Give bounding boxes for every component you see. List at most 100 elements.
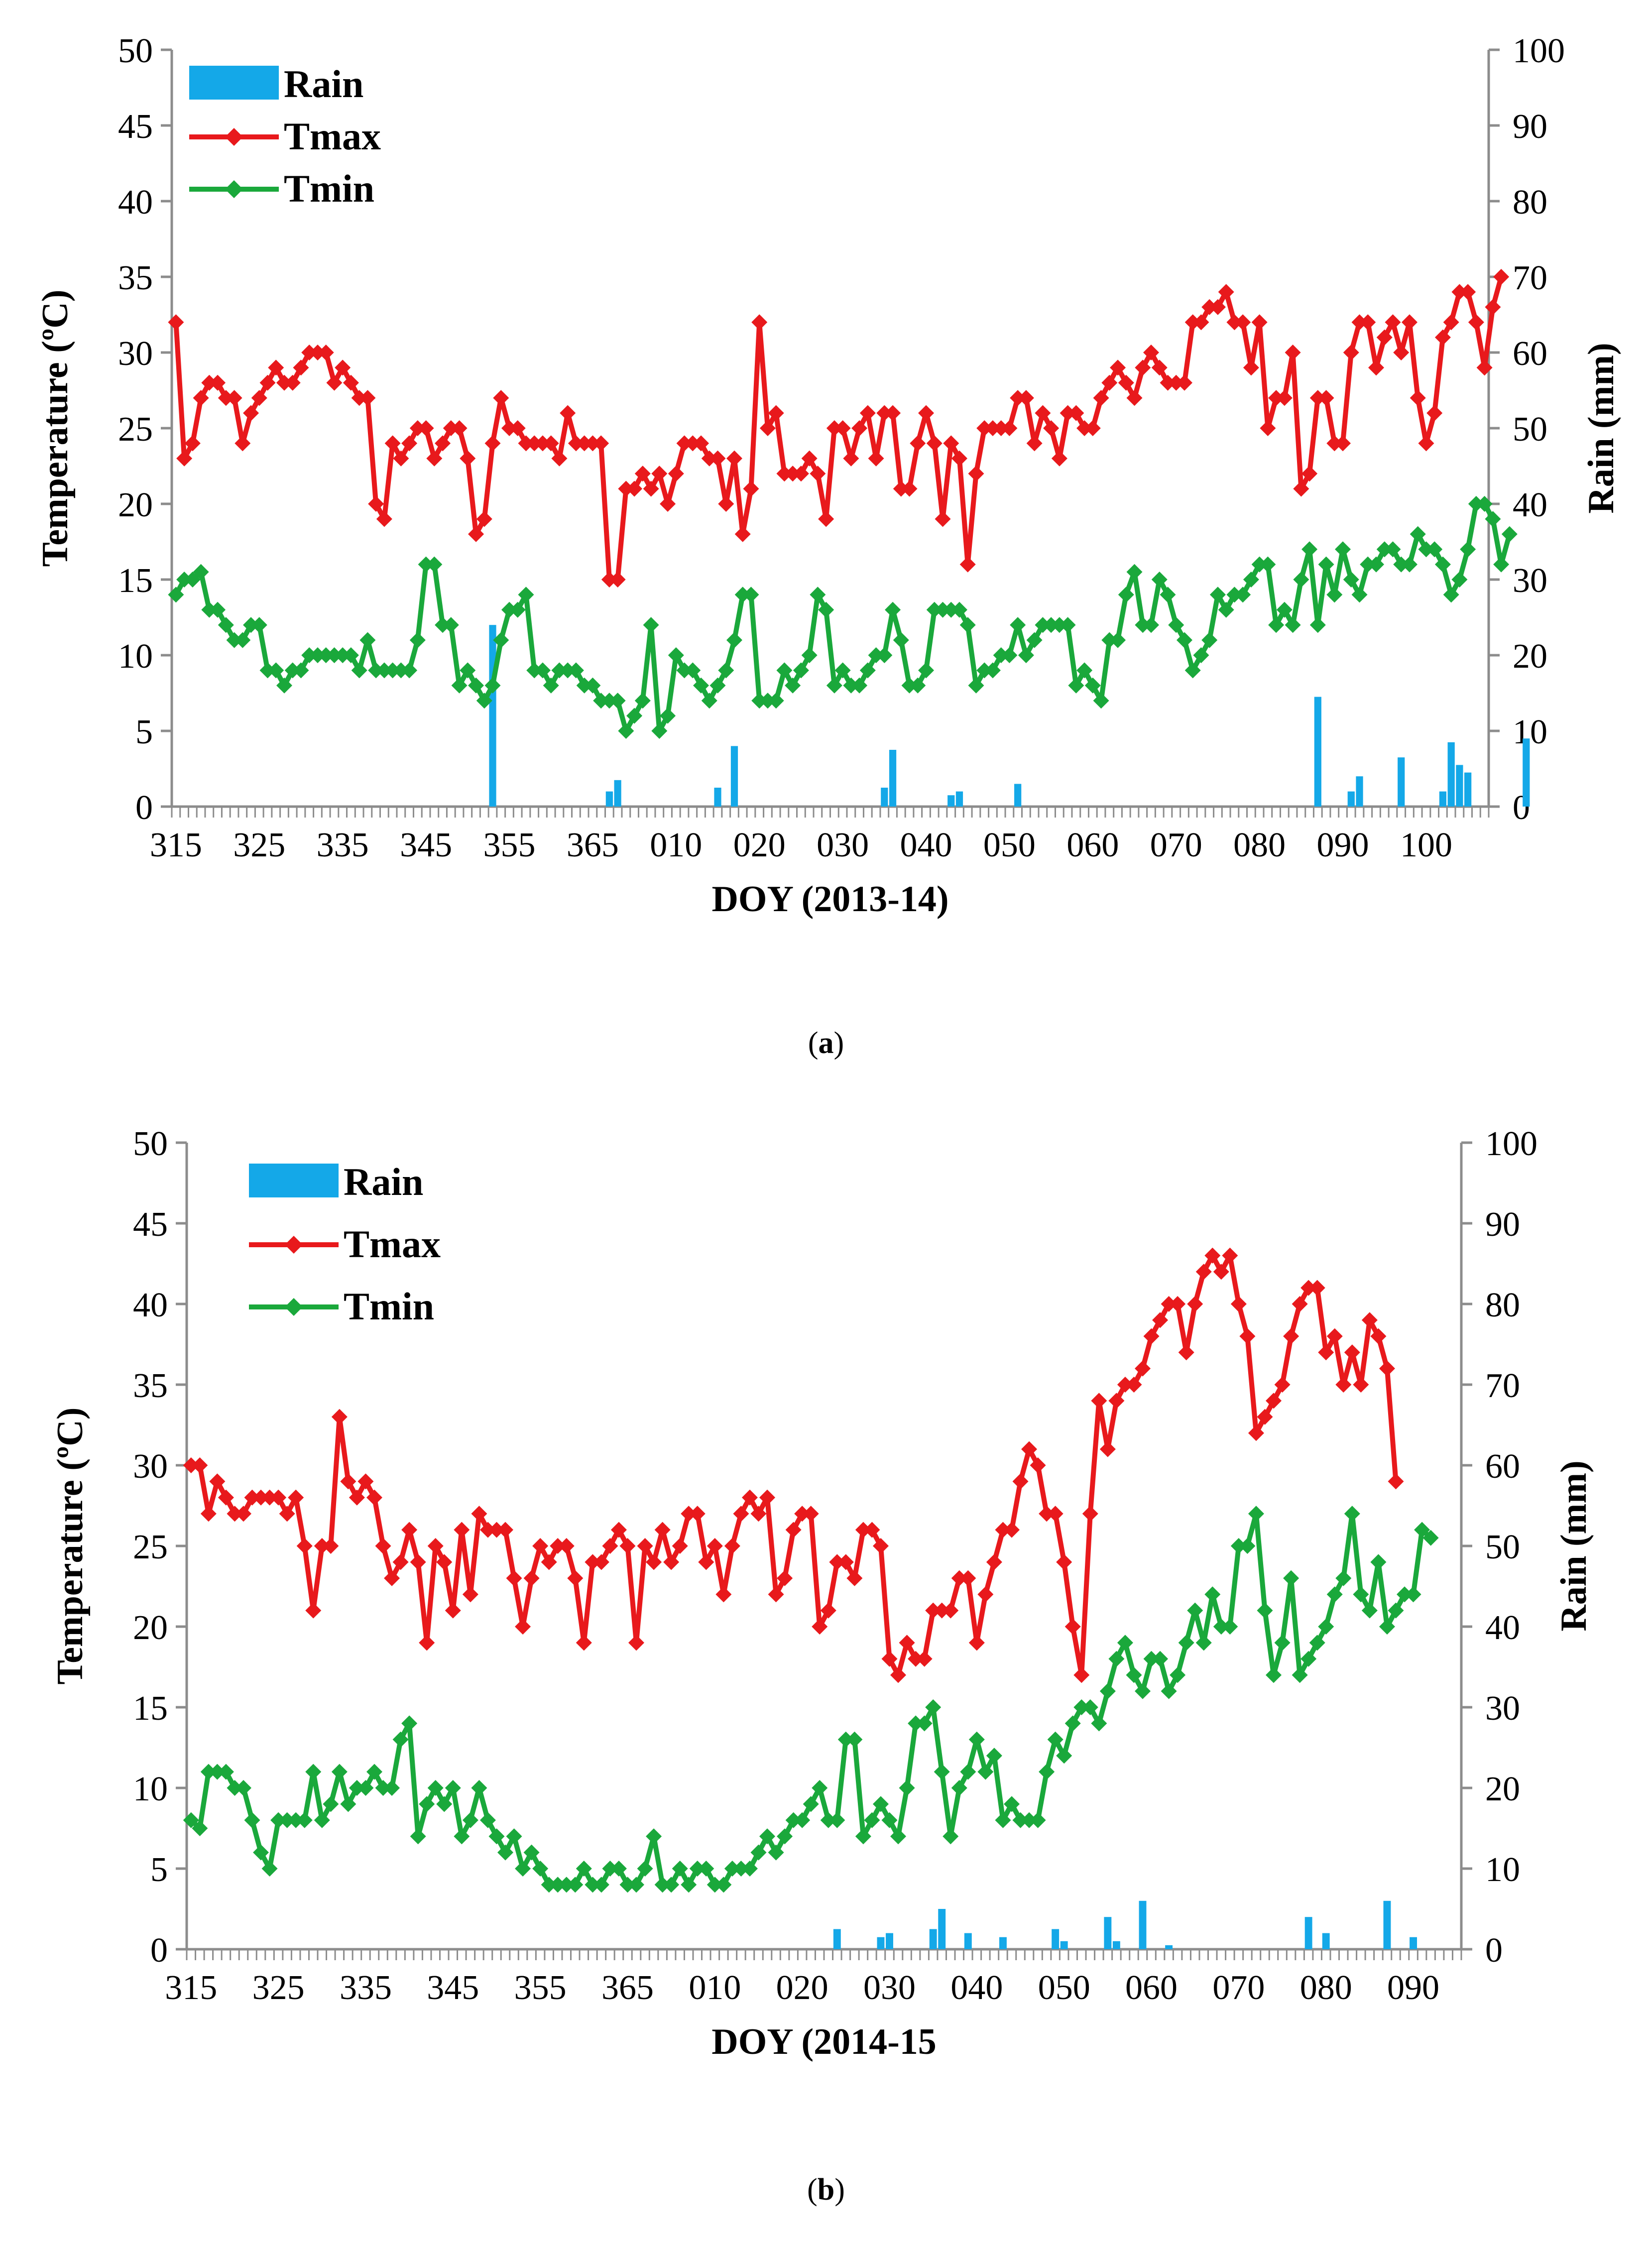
tmin-point bbox=[918, 662, 935, 679]
tmin-point bbox=[1135, 1683, 1151, 1699]
tmin-point bbox=[1335, 1570, 1352, 1586]
tmax-point bbox=[1170, 1296, 1186, 1312]
tmax-point bbox=[646, 1554, 662, 1570]
tmax-point bbox=[1204, 1247, 1221, 1264]
tmax-point bbox=[1276, 390, 1293, 406]
tmin-point bbox=[834, 662, 851, 679]
tmax-point bbox=[654, 1522, 671, 1538]
tmax-point bbox=[846, 1570, 863, 1586]
tmin-point bbox=[628, 1877, 645, 1893]
tmin-point bbox=[1426, 541, 1443, 558]
tmin-point bbox=[1117, 1635, 1133, 1651]
tmax-point bbox=[1343, 345, 1359, 360]
tmax-point bbox=[820, 1602, 836, 1619]
tmin-point bbox=[1326, 587, 1343, 603]
tmax-point bbox=[968, 1635, 985, 1651]
tmin-point bbox=[1376, 541, 1393, 558]
tmin-point bbox=[654, 1877, 671, 1893]
tmin-point bbox=[1118, 587, 1134, 603]
tmax-point bbox=[876, 405, 893, 421]
x-tick-label: 315 bbox=[165, 1969, 217, 2007]
tmax-point bbox=[935, 511, 951, 527]
tmin-point bbox=[201, 601, 218, 618]
tmin-point bbox=[1135, 617, 1151, 633]
y-tick-label-left: 40 bbox=[133, 1286, 168, 1324]
y-tick-label-right: 30 bbox=[1485, 1689, 1520, 1728]
tmin-point bbox=[901, 677, 918, 694]
rain-bar bbox=[1014, 784, 1022, 807]
tmax-point bbox=[436, 1554, 453, 1570]
tmin-point bbox=[1152, 1651, 1169, 1667]
tmin-point bbox=[1160, 587, 1176, 603]
tmax-point bbox=[681, 1506, 697, 1522]
tmax-point bbox=[506, 1570, 522, 1586]
tmax-point bbox=[984, 420, 1001, 436]
y-tick-label-right: 100 bbox=[1485, 1125, 1537, 1163]
tmax-point bbox=[384, 435, 401, 452]
y-tick-label-left: 25 bbox=[118, 410, 153, 449]
tmax-point bbox=[193, 390, 209, 406]
tmax-point bbox=[235, 1506, 251, 1522]
tmin-point bbox=[1093, 693, 1109, 709]
tmin-point bbox=[741, 1861, 758, 1877]
tmax-point bbox=[468, 526, 484, 542]
tmin-point bbox=[384, 662, 401, 679]
tmin-point bbox=[244, 1812, 260, 1828]
tmin-point bbox=[376, 662, 392, 679]
tmax-point bbox=[1101, 374, 1118, 391]
tmin-point bbox=[637, 1861, 653, 1877]
tmax-point bbox=[1082, 1506, 1098, 1522]
tmax-point bbox=[834, 420, 851, 436]
x-tick-label: 100 bbox=[1400, 826, 1452, 864]
tmin-point bbox=[855, 1828, 871, 1845]
tmin-point bbox=[943, 1828, 959, 1845]
caption-b: (b) bbox=[807, 2173, 845, 2207]
tmin-point bbox=[454, 1828, 470, 1845]
rain-bar bbox=[614, 780, 621, 807]
tmax-point bbox=[1193, 314, 1209, 331]
tmin-point bbox=[1170, 1667, 1186, 1683]
tmax-point bbox=[560, 405, 576, 421]
tmin-point bbox=[314, 1812, 330, 1828]
tmin-point bbox=[183, 1812, 199, 1828]
tmax-point bbox=[676, 435, 693, 452]
tmin-point bbox=[776, 662, 793, 679]
tmin-point bbox=[715, 1877, 732, 1893]
tmin-point bbox=[1030, 1812, 1046, 1828]
y-tick-label-right: 70 bbox=[1513, 259, 1547, 297]
tmax-point bbox=[1260, 420, 1276, 436]
tmin-point bbox=[227, 1780, 243, 1796]
tmin-point bbox=[726, 632, 742, 648]
tmax-point bbox=[1076, 420, 1093, 436]
tmax-point bbox=[568, 435, 584, 452]
tmax-point bbox=[479, 1522, 496, 1538]
tmin-point bbox=[576, 677, 592, 694]
tmax-point bbox=[1184, 314, 1201, 331]
tmax-point bbox=[1283, 1328, 1299, 1344]
tmax-point bbox=[484, 435, 501, 452]
tmin-point bbox=[826, 677, 842, 694]
panel-a: 0 5 10 15 20 25 30 35 40 45 50 0 10 20 30 40 50 60 70 80 90 1… bbox=[0, 0, 1652, 1095]
tmax-point bbox=[227, 1506, 243, 1522]
tmin-point bbox=[1235, 587, 1251, 603]
tmin-point bbox=[253, 1844, 269, 1861]
tmax-point bbox=[1135, 359, 1151, 376]
tmin-point bbox=[493, 632, 509, 648]
tmin-point bbox=[1209, 587, 1226, 603]
tmax-point bbox=[918, 405, 935, 421]
tmax-point bbox=[1248, 1425, 1264, 1441]
tmin-point bbox=[1193, 647, 1209, 663]
tmax-point bbox=[419, 1635, 435, 1651]
rain-bar bbox=[605, 791, 613, 807]
tmin-point bbox=[1276, 601, 1293, 618]
tmax-point bbox=[1135, 1360, 1151, 1377]
tmin-point bbox=[1204, 1586, 1221, 1603]
tmin-point bbox=[1493, 556, 1510, 573]
tmax-point bbox=[859, 405, 876, 421]
y-tick-label-right: 0 bbox=[1485, 1931, 1503, 1970]
x-tick-label: 070 bbox=[1150, 826, 1202, 864]
rain-bar bbox=[1322, 1933, 1330, 1949]
x-tick-label: 080 bbox=[1300, 1969, 1352, 2007]
tmax-point bbox=[689, 1506, 706, 1522]
tmax-point bbox=[235, 435, 251, 452]
